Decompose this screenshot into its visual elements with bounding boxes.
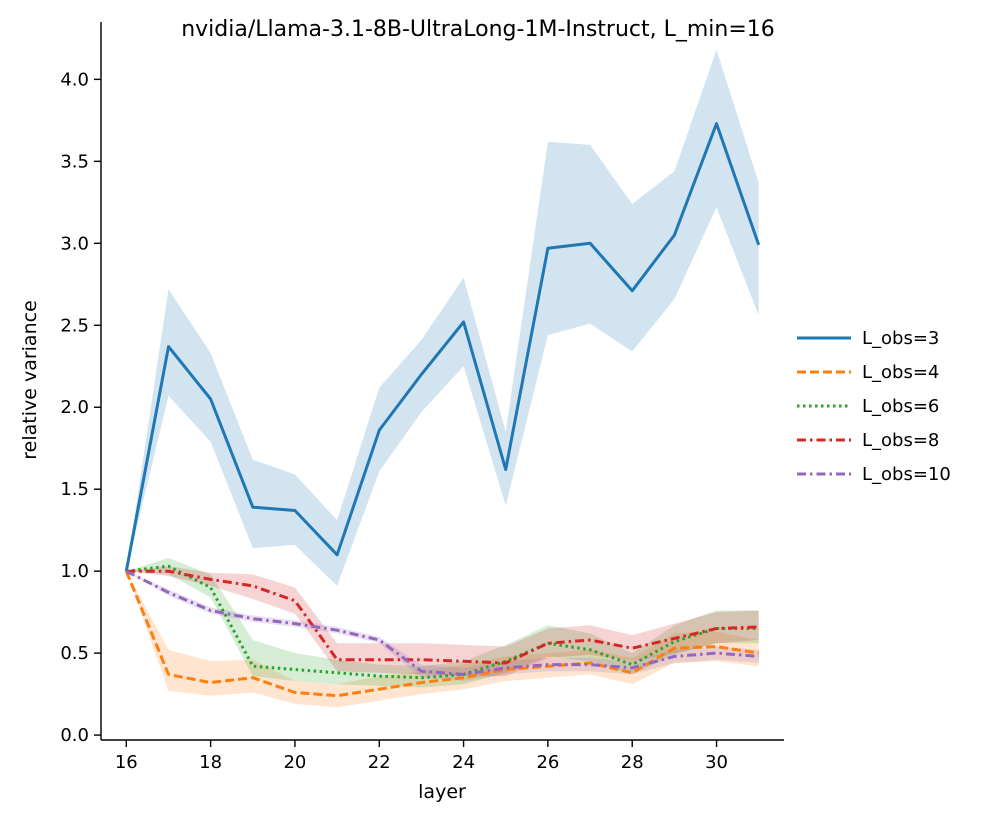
confidence-bands: [126, 49, 759, 708]
band-series-2: [126, 558, 759, 688]
line-series-0: [124, 122, 761, 572]
legend-label-3: L_obs=8: [862, 430, 939, 451]
x-tick-label: 16: [115, 752, 138, 773]
legend-label-2: L_obs=6: [862, 396, 939, 417]
y-tick-label: 2.5: [60, 315, 89, 336]
line-series-2: [126, 564, 759, 680]
legend-label-0: L_obs=3: [862, 328, 939, 349]
x-tick-label: 20: [283, 752, 306, 773]
band-series-3: [126, 566, 759, 677]
x-tick-label: 28: [621, 752, 644, 773]
x-tick-label: 18: [199, 752, 222, 773]
line-series-1: [124, 570, 759, 698]
y-tick-label: 0.5: [60, 643, 89, 664]
y-tick-label: 1.5: [60, 479, 89, 500]
y-tick-label: 2.0: [60, 397, 89, 418]
x-tick-label: 30: [705, 752, 728, 773]
x-tick-label: 24: [452, 752, 475, 773]
band-series-0: [126, 49, 759, 586]
line-series-3: [126, 569, 759, 665]
y-tick-label: 3.5: [60, 151, 89, 172]
x-ticks: 16 18 20 22 24 26 28 30: [115, 740, 728, 773]
y-axis-label: relative variance: [19, 300, 41, 460]
x-axis-label: layer: [418, 781, 466, 803]
x-tick-label: 26: [536, 752, 559, 773]
y-tick-label: 0.0: [60, 725, 89, 746]
y-tick-label: 3.0: [60, 233, 89, 254]
legend-label-4: L_obs=10: [862, 464, 951, 485]
series-lines: [124, 122, 761, 698]
legend: L_obs=3 L_obs=4 L_obs=6 L_obs=8 L_obs=10: [797, 328, 951, 485]
line-series-4: [125, 569, 759, 676]
chart-title: nvidia/Llama-3.1-8B-UltraLong-1M-Instruc…: [181, 17, 775, 42]
legend-label-1: L_obs=4: [862, 362, 939, 383]
y-tick-label: 4.0: [60, 69, 89, 90]
x-tick-label: 22: [368, 752, 391, 773]
y-ticks: 0.0 0.5 1.0 1.5 2.0 2.5 3.0 3.5 4.0: [60, 69, 101, 746]
y-tick-label: 1.0: [60, 561, 89, 582]
band-series-1: [126, 571, 759, 708]
